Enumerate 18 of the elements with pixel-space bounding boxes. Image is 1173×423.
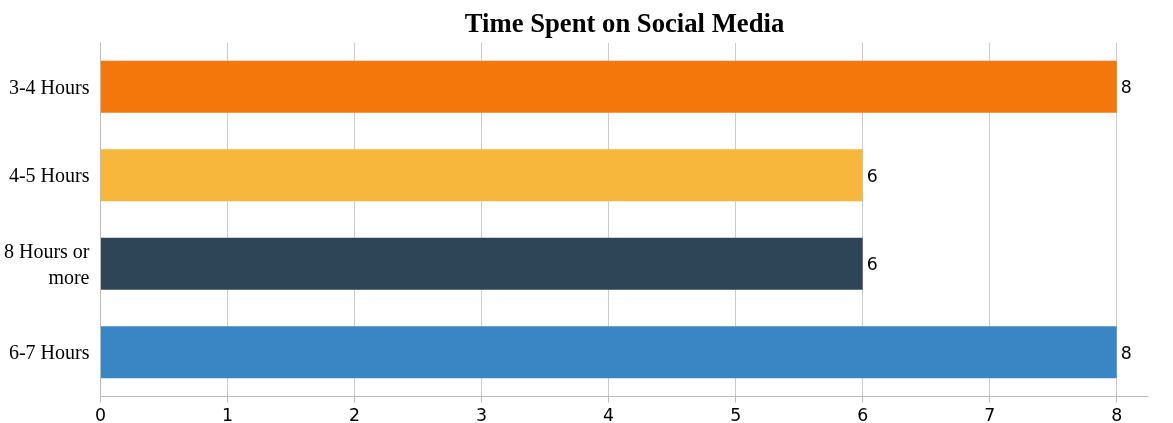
data-label: 8 [1120,77,1132,98]
y-tick-label: 6-7 Hours [8,341,90,364]
data-label: 6 [866,254,878,275]
x-tick-label: 7 [984,404,996,423]
y-tick-label: 3-4 Hours [8,75,90,98]
y-tick-label: 8 Hours or more [3,239,90,288]
x-tick-label: 4 [603,404,615,423]
data-label: 8 [1120,342,1132,363]
y-tick-label: 4-5 Hours [8,164,90,187]
x-tick-label: 2 [349,404,361,423]
x-tick-label: 0 [94,404,107,423]
x-tick-label: 8 [1111,404,1123,423]
x-tick-label: 1 [222,404,234,423]
x-tick-label: 5 [730,404,742,423]
data-label: 6 [866,165,878,186]
x-tick-label: 6 [857,404,869,423]
x-tick-label: 3 [476,404,488,423]
chart-title: Time Spent on Social Media [464,7,785,38]
